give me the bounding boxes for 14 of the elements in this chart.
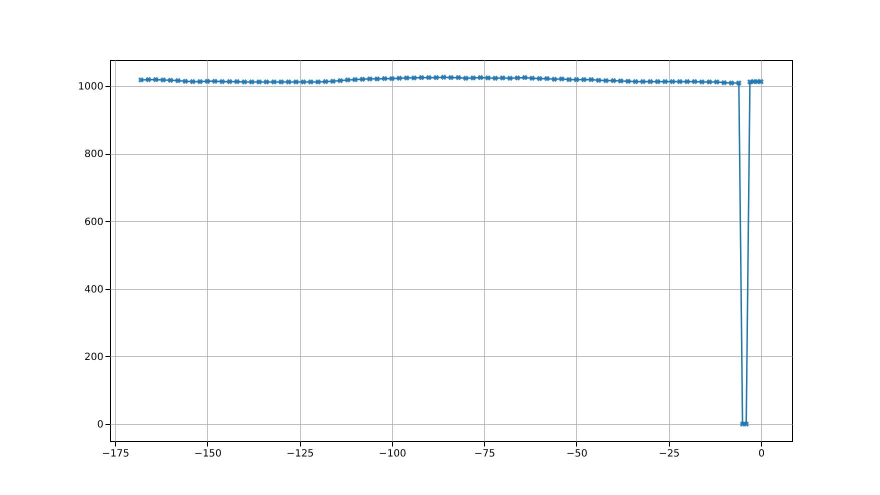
x-tick-label: 0 (758, 448, 765, 460)
y-tick-label: 1000 (78, 82, 104, 93)
y-tick-label: 600 (84, 216, 104, 228)
x-tick-label: −50 (566, 448, 588, 460)
x-tick-label: −75 (474, 448, 496, 460)
x-tick-label: −125 (286, 448, 314, 460)
x-tick-label: −100 (378, 448, 406, 460)
x-tick-label: −25 (658, 448, 680, 460)
y-tick-label: 200 (84, 352, 104, 363)
y-tick-label: 800 (84, 149, 104, 160)
x-tick-label: −175 (102, 448, 130, 460)
y-tick-label: 0 (97, 420, 104, 431)
y-tick-label: 400 (84, 284, 104, 296)
x-tick-label: −150 (194, 448, 222, 460)
